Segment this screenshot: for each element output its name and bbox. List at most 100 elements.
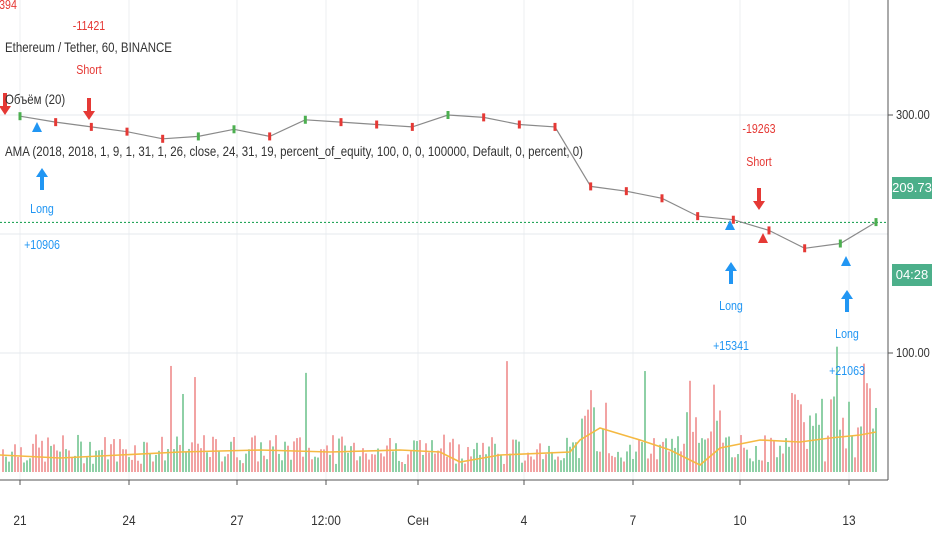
legend-symbol: Ethereum / Tether, 60, BINANCE (5, 39, 172, 55)
candle (196, 132, 200, 141)
volume-bar (14, 444, 16, 472)
volume-bar (86, 457, 88, 472)
arrow-shape (0, 93, 11, 115)
volume-bar (626, 451, 628, 472)
volume-bar (770, 437, 772, 472)
volume-bar (797, 399, 799, 472)
volume-bar (608, 453, 610, 472)
time-tick: 27 (230, 512, 244, 528)
volume-bar (791, 392, 793, 472)
volume-bar (497, 453, 499, 472)
time-tick: 24 (122, 512, 136, 528)
volume-bar (548, 445, 550, 472)
volume-bar (695, 417, 697, 472)
volume-bar (455, 463, 457, 472)
volume-bar (269, 440, 271, 472)
volume-bar (437, 450, 439, 472)
candle (482, 113, 486, 122)
volume-bar (518, 441, 520, 472)
volume-bar (551, 451, 553, 472)
volume-bar (764, 435, 766, 472)
volume-bar (458, 444, 460, 472)
volume-bar (203, 435, 205, 472)
volume-bar (524, 460, 526, 472)
volume-bar (50, 445, 52, 472)
legend-strategy: AMA (2018, 2018, 1, 9, 1, 31, 1, 26, clo… (5, 143, 584, 159)
candle (339, 118, 343, 127)
volume-bar (35, 434, 37, 472)
volume-bar (278, 453, 280, 472)
volume-bar (842, 417, 844, 472)
volume-bar (446, 456, 448, 472)
volume-bar (62, 435, 64, 472)
signal-label: Short (76, 62, 102, 77)
volume-bar (515, 439, 517, 472)
volume-bar (821, 398, 823, 472)
volume-bar (467, 447, 469, 472)
volume-bar (578, 458, 580, 472)
volume-bar (704, 439, 706, 472)
volume-bar (716, 420, 718, 472)
candle (624, 187, 628, 196)
volume-bar (389, 438, 391, 472)
volume-bar (284, 441, 286, 472)
price-tick: 100.00 (896, 345, 930, 360)
candle (232, 125, 236, 134)
volume-bar (32, 443, 34, 472)
volume-bar (314, 456, 316, 472)
volume-bar (260, 442, 262, 472)
volume-bar (866, 383, 868, 472)
volume-bar (839, 429, 841, 472)
volume-bar (65, 449, 67, 472)
volume-bar (641, 442, 643, 472)
volume-bar (83, 463, 85, 472)
volume-bar (521, 462, 523, 472)
volume-bar (428, 452, 430, 472)
volume-bar (533, 459, 535, 472)
volume-bar (461, 458, 463, 472)
volume-bar (752, 461, 754, 472)
volume-bar (614, 457, 616, 472)
volume-bar (623, 461, 625, 472)
volume-bar (500, 454, 502, 472)
volume-bar (332, 435, 334, 472)
volume-bar (251, 437, 253, 472)
volume-bar (110, 444, 112, 472)
volume-bar (731, 457, 733, 472)
volume-bar (326, 445, 328, 472)
countdown-badge: 04:28 (892, 264, 932, 286)
volume-bar (560, 460, 562, 472)
volume-bar (356, 460, 358, 472)
volume-bar (440, 448, 442, 472)
volume-bar (773, 440, 775, 472)
candle (303, 115, 307, 124)
volume-bar (398, 460, 400, 472)
volume-bar (788, 446, 790, 472)
volume-bar (149, 453, 151, 472)
volume-bar (491, 437, 493, 472)
volume-bar (488, 446, 490, 472)
volume-bar (593, 407, 595, 472)
signal-label: Long (835, 326, 859, 341)
volume-bar (305, 372, 307, 472)
volume-bar (743, 447, 745, 472)
arrow-shape (725, 262, 737, 284)
signal-pnl: -19263 (742, 121, 776, 136)
volume-bar (707, 438, 709, 472)
volume-bar (569, 446, 571, 472)
time-tick: 7 (629, 512, 637, 528)
volume-bar (194, 377, 196, 472)
volume-bar (872, 428, 874, 472)
volume-bar (191, 442, 193, 472)
volume-bar (452, 438, 454, 472)
volume-bar (572, 442, 574, 472)
volume-bar (818, 424, 820, 472)
volume-bar (686, 412, 688, 472)
volume-bar (302, 456, 304, 472)
volume-bar (479, 454, 481, 472)
volume-bar (785, 438, 787, 472)
signal-pnl: -11421 (72, 18, 106, 33)
volume-bar (128, 457, 130, 472)
volume-bar (698, 442, 700, 472)
